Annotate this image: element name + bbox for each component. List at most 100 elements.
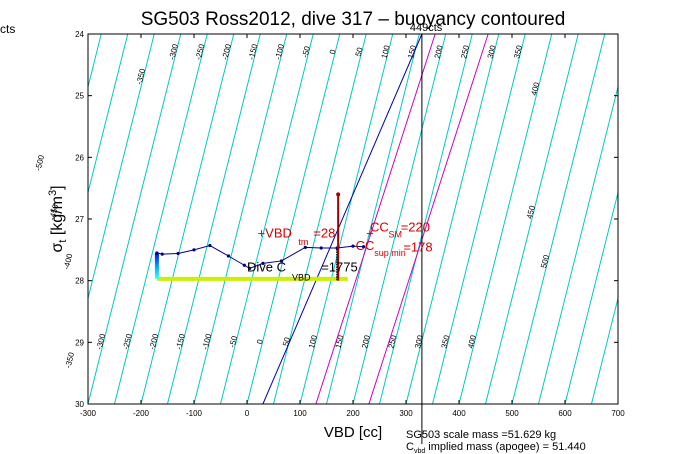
contour-label: -150 [174, 332, 187, 350]
contour-label: -300 [95, 332, 108, 350]
contour-label: 200 [433, 44, 445, 60]
contour-label: -50 [228, 334, 240, 348]
profile-point [226, 254, 231, 258]
y-tick-label: 25 [75, 92, 84, 101]
y-tick-label: 26 [75, 153, 84, 162]
profile-point [261, 261, 265, 265]
annotation: CC [370, 219, 389, 234]
x-tick-label: -300 [80, 409, 97, 418]
contour-label: 100 [307, 334, 319, 350]
profile-point [303, 245, 307, 249]
contour-label: 400 [529, 81, 541, 97]
contour-line [114, 34, 208, 404]
contour-label: 50 [281, 336, 292, 347]
contour-label: -500 [34, 153, 47, 171]
contour-line [220, 34, 314, 404]
annotation: Dive C [247, 259, 286, 274]
contour-line [485, 34, 579, 404]
x-tick-label: 0 [245, 409, 250, 418]
contour-label: 300 [486, 44, 498, 60]
buoyancy-contours [88, 34, 618, 404]
profile-point [192, 248, 196, 252]
footnote-scale-mass: SG503 scale mass =51.629 kg [406, 429, 556, 441]
annotation: tm [298, 237, 308, 247]
contour-label: 350 [440, 334, 452, 350]
annotation: =178 [403, 240, 432, 255]
profile-point [160, 252, 164, 256]
x-axis-ticks: -300 -200 -100 0 100 200 300 400 500 600 700 [80, 34, 625, 418]
contour-line [379, 34, 473, 404]
contour-label: -200 [148, 332, 161, 350]
contour-label: -450 [48, 203, 61, 221]
footnote-rest: implied mass (apogee) = 51.440 [425, 441, 586, 453]
y-axis-label: σt [kg/m3] [47, 185, 69, 252]
contour-label: 450 [525, 204, 537, 220]
contour-label: 0 [255, 338, 265, 345]
vertical-marker-label: 449cts [410, 22, 443, 34]
contour-line [458, 34, 553, 404]
contour-label: -350 [64, 351, 77, 369]
contour-label: 0 [328, 48, 338, 55]
x-tick-label: -200 [133, 409, 150, 418]
profile-point [362, 245, 366, 249]
y-tick-label: 24 [75, 30, 84, 39]
contour-line [273, 34, 367, 404]
contour-line [193, 34, 288, 404]
vertical-marker: 449cts [410, 22, 443, 444]
contour-label: 150 [334, 334, 346, 350]
x-axis-label: VBD [cc] [324, 424, 382, 441]
contour-label: 100 [380, 44, 392, 60]
y-tick-label: 29 [75, 338, 84, 347]
y-label-sigma: σ [49, 243, 66, 253]
annotation: SM [389, 230, 403, 240]
contour-label: 400 [466, 334, 478, 350]
profile-point [242, 263, 246, 267]
x-tick-label: -100 [186, 409, 203, 418]
y-tick-label: 30 [75, 400, 84, 409]
contour-line [88, 34, 155, 301]
profile-point [155, 251, 159, 255]
x-tick-label: 100 [293, 409, 307, 418]
contour-line [564, 190, 618, 404]
annotation: sup min [374, 248, 406, 258]
profile-point [279, 259, 284, 263]
x-tick-label: 300 [399, 409, 413, 418]
contour-label: 250 [459, 44, 471, 60]
contour-line [88, 34, 182, 404]
contour-label: -250 [121, 332, 134, 350]
contour-label: -300 [167, 42, 180, 60]
x-tick-label: 200 [346, 409, 360, 418]
contour-label: -350 [135, 67, 148, 85]
annotation: =28 [313, 226, 335, 241]
y-label-sup: 3 [47, 190, 59, 196]
contour-line [432, 34, 526, 404]
annotation: CC [356, 238, 375, 253]
x-tick-label: 600 [558, 409, 572, 418]
contour-line [299, 34, 394, 404]
y-label-end: ] [49, 185, 66, 189]
contour-label: 300 [413, 334, 425, 350]
contour-line [326, 34, 420, 404]
y-tick-label: 28 [75, 277, 84, 286]
annotation: VBD [292, 273, 311, 283]
contour-line [511, 34, 606, 404]
y-label-rest: [kg/m [49, 196, 66, 240]
chart-title: SG503 Ross2012, dive 317 – buoyancy cont… [141, 9, 566, 30]
contour-labels: -350-300 -250 -200 -150 -100 -50 0 50 100 150 200 2… [34, 42, 552, 369]
contour-label: 200 [360, 334, 372, 350]
contour-label: 350 [512, 44, 524, 60]
footnote-sub: vbd [414, 448, 425, 454]
contour-line [591, 296, 618, 404]
x-tick-label: 400 [452, 409, 466, 418]
neutral-line-magenta-2 [368, 34, 489, 404]
y-tick-label: 27 [75, 215, 84, 224]
profile-point [319, 246, 323, 250]
contour-line [88, 34, 129, 195]
dive-profile [154, 192, 366, 281]
annotation: + [366, 226, 374, 241]
contour-label: -150 [247, 42, 260, 60]
neutral-lines [262, 34, 489, 404]
profile-point [248, 266, 252, 270]
y-axis-ticks: 24 25 26 27 28 29 30 [75, 30, 618, 409]
